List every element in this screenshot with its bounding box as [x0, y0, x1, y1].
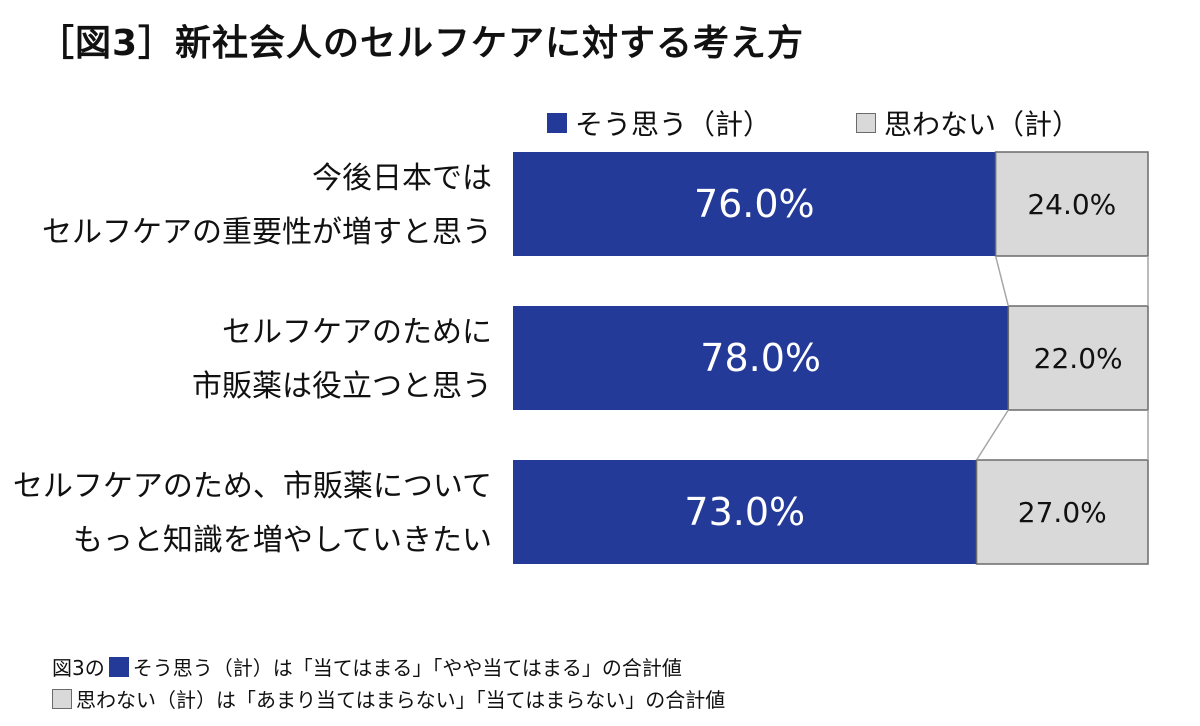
footnote-swatch-agree: [108, 656, 129, 677]
category-label-1: 今後日本では セルフケアの重要性が増すと思う: [12, 152, 492, 260]
bar-disagree-2: [1007, 305, 1149, 411]
category-label-2-line1: セルフケアのために: [222, 315, 492, 350]
category-label-3-line1: セルフケアのため、市販薬について: [12, 469, 492, 504]
category-label-3-line2: もっと知識を増やしていきたい: [72, 523, 492, 558]
legend-swatch-agree: [547, 113, 567, 133]
legend: そう思う（計） 思わない（計）: [0, 103, 1200, 143]
bar-disagree-1: [994, 151, 1149, 257]
footnote-text-2: 思わない（計）は「あまり当てはまらない」「当てはまらない」の合計値: [76, 688, 726, 712]
category-label-3: セルフケアのため、市販薬について もっと知識を増やしていきたい: [12, 460, 492, 568]
footnote-swatch-disagree: [52, 688, 72, 709]
data-label-disagree-3: 27.0%: [1018, 496, 1107, 529]
category-label-2-line2: 市販薬は役立つと思う: [192, 369, 492, 404]
legend-label-agree: そう思う（計）: [575, 108, 772, 141]
data-label-disagree-1: 24.0%: [1027, 188, 1116, 221]
category-label-1-line2: セルフケアの重要性が増すと思う: [42, 215, 492, 250]
legend-label-disagree: 思わない（計）: [884, 108, 1081, 141]
data-label-agree-1: 76.0%: [694, 182, 815, 226]
legend-item-agree: そう思う（計）: [547, 103, 771, 143]
connector-line-1: [994, 255, 1010, 307]
bar-agree-2: [513, 306, 1009, 410]
footnote-text-1: そう思う（計）は「当てはまる」「やや当てはまる」の合計値: [132, 656, 682, 680]
footnote-line-2: 思わない（計）は「あまり当てはまらない」「当てはまらない」の合計値: [52, 684, 725, 713]
legend-swatch-disagree: [856, 113, 876, 133]
chart-title: ［図3］新社会人のセルフケアに対する考え方: [38, 23, 805, 64]
legend-item-disagree: 思わない（計）: [856, 103, 1080, 143]
footnote-prefix: 図3の: [52, 656, 105, 680]
category-label-1-line1: 今後日本では: [312, 161, 492, 196]
bar-agree-3: [513, 460, 977, 564]
bar-disagree-3: [975, 459, 1149, 565]
category-label-2: セルフケアのために 市販薬は役立つと思う: [12, 306, 492, 414]
footnote-line-1: 図3の そう思う（計）は「当てはまる」「やや当てはまる」の合計値: [52, 652, 682, 681]
data-label-agree-3: 73.0%: [684, 490, 805, 534]
bar-agree-1: [513, 152, 996, 256]
data-label-disagree-2: 22.0%: [1034, 342, 1123, 375]
data-label-agree-2: 78.0%: [700, 336, 821, 380]
connector-line-2: [975, 409, 1009, 461]
